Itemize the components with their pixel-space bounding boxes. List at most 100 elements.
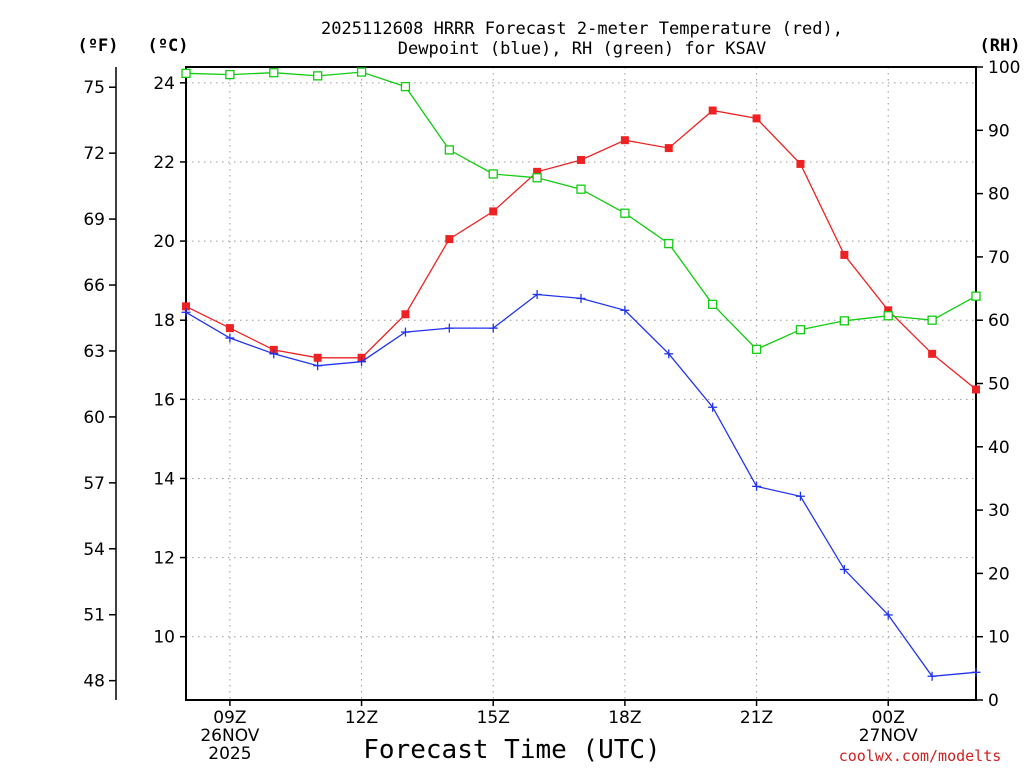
data-point xyxy=(532,289,542,299)
data-point xyxy=(927,671,937,681)
data-point xyxy=(972,385,980,394)
data-point xyxy=(577,155,585,164)
data-point xyxy=(620,208,630,218)
data-point xyxy=(620,305,630,315)
data-point xyxy=(751,344,762,354)
fahrenheit-tick-label: 48 xyxy=(83,672,105,692)
series-line xyxy=(185,109,977,390)
data-point xyxy=(752,114,761,123)
data-point xyxy=(927,315,937,325)
data-point xyxy=(664,238,674,249)
data-point xyxy=(839,316,849,326)
data-point xyxy=(664,349,674,359)
data-point xyxy=(840,250,849,259)
data-point xyxy=(181,68,191,78)
data-point xyxy=(795,491,805,501)
fahrenheit-tick-label: 57 xyxy=(83,474,105,494)
data-point xyxy=(664,144,673,153)
celsius-tick-label: 20 xyxy=(153,232,175,252)
celsius-tick-label: 18 xyxy=(153,311,175,331)
credit-text: coolwx.com/modelts xyxy=(839,747,1002,765)
data-point xyxy=(225,324,234,333)
data-point xyxy=(795,325,806,335)
data-point xyxy=(708,106,717,115)
data-point xyxy=(401,310,410,319)
data-point xyxy=(971,291,981,301)
data-series xyxy=(181,67,981,681)
rh-tick-label: 30 xyxy=(988,501,1010,521)
data-point xyxy=(839,564,849,574)
rh-tick-label: 40 xyxy=(988,438,1010,458)
data-point xyxy=(400,81,411,92)
data-point xyxy=(181,307,191,317)
x-tick-label: 27NOV xyxy=(859,726,918,746)
rh-tick-label: 80 xyxy=(988,185,1010,205)
data-point xyxy=(357,357,367,367)
fahrenheit-axis-unit: (ºF) xyxy=(78,36,119,56)
x-axis-label: Forecast Time (UTC) xyxy=(363,735,660,765)
data-point xyxy=(225,69,235,80)
x-tick-label: 00Z xyxy=(872,708,905,728)
data-point xyxy=(752,481,762,491)
chart-title-line-2: Dewpoint (blue), RH (green) for KSAV xyxy=(398,39,766,59)
x-tick-label: 09Z xyxy=(213,708,246,728)
celsius-tick-label: 16 xyxy=(153,390,175,410)
rh-tick-label: 60 xyxy=(988,311,1010,331)
fahrenheit-tick-label: 60 xyxy=(83,408,105,428)
data-point xyxy=(620,136,629,145)
data-point xyxy=(313,71,323,81)
data-point xyxy=(489,207,498,216)
chart-text: 2025112608 HRRR Forecast 2-meter Tempera… xyxy=(78,19,1021,765)
data-point xyxy=(708,299,718,310)
rh-tick-label: 10 xyxy=(988,628,1010,648)
data-point xyxy=(883,311,893,321)
data-point xyxy=(576,293,586,303)
data-point xyxy=(400,327,410,337)
data-point xyxy=(313,361,323,371)
data-point xyxy=(269,68,279,78)
rh-tick-label: 0 xyxy=(988,691,999,711)
series-rh xyxy=(181,67,981,354)
rh-tick-label: 20 xyxy=(988,564,1010,584)
series-line xyxy=(185,71,977,351)
data-point xyxy=(488,169,498,179)
data-point xyxy=(971,667,981,677)
data-point xyxy=(488,323,498,333)
data-point xyxy=(884,306,893,315)
data-point xyxy=(225,333,235,343)
x-tick-label: 18Z xyxy=(608,708,641,728)
chart-title-line-1: 2025112608 HRRR Forecast 2-meter Tempera… xyxy=(321,19,843,39)
rh-tick-label: 100 xyxy=(988,58,1020,78)
celsius-tick-label: 12 xyxy=(153,549,175,569)
x-tick-label: 2025 xyxy=(208,744,251,764)
fahrenheit-tick-label: 72 xyxy=(83,144,105,164)
series-line xyxy=(185,293,977,677)
fahrenheit-tick-label: 66 xyxy=(83,276,105,296)
rh-tick-label: 90 xyxy=(988,121,1010,141)
data-point xyxy=(445,235,454,244)
fahrenheit-tick-label: 63 xyxy=(83,342,105,362)
x-tick-label: 21Z xyxy=(740,708,773,728)
data-point xyxy=(708,402,718,412)
data-point xyxy=(444,323,454,333)
data-point xyxy=(313,353,322,362)
series-dewpoint xyxy=(181,289,981,681)
data-point xyxy=(533,167,542,176)
rh-tick-label: 70 xyxy=(988,248,1010,268)
x-tick-label: 15Z xyxy=(477,708,510,728)
celsius-axis-unit: (ºC) xyxy=(148,36,189,56)
x-tick-label: 26NOV xyxy=(200,726,259,746)
fahrenheit-tick-label: 54 xyxy=(83,540,105,560)
data-point xyxy=(532,173,542,183)
rh-tick-label: 50 xyxy=(988,375,1010,395)
data-point xyxy=(796,159,805,168)
x-tick-label: 12Z xyxy=(345,708,378,728)
data-point xyxy=(883,610,893,620)
fahrenheit-tick-label: 51 xyxy=(83,606,105,626)
fahrenheit-tick-label: 69 xyxy=(83,210,105,230)
data-point xyxy=(928,349,937,358)
celsius-tick-label: 10 xyxy=(153,628,175,648)
